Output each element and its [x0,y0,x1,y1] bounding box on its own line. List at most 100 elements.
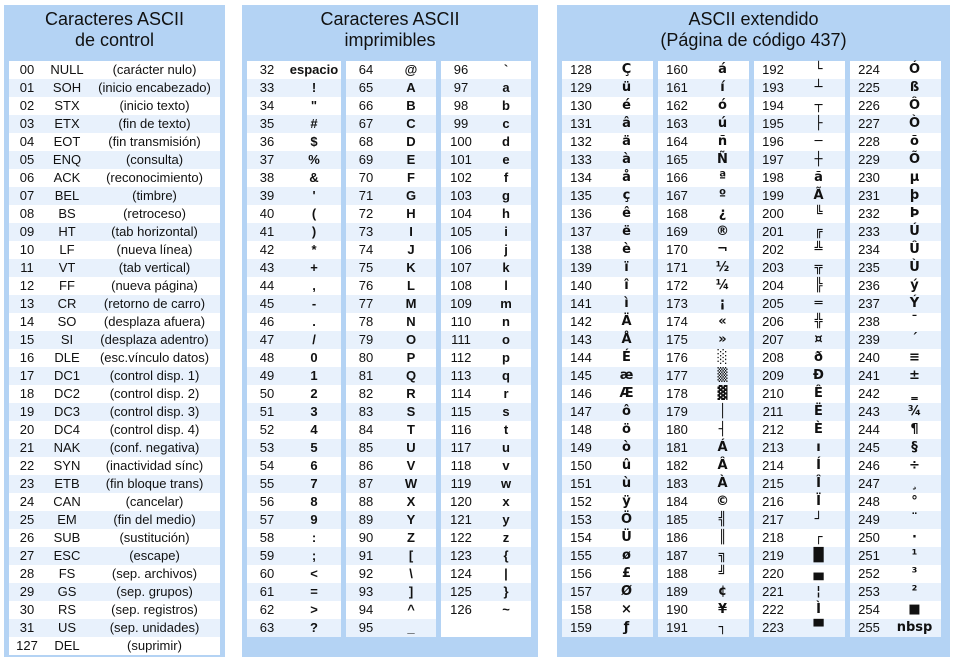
char-glyph: espacio [289,62,339,77]
char-code: 51 [259,404,275,419]
char-code: 171 [666,260,688,275]
char-glyph: B [406,98,416,113]
table-row: 54 6 [247,457,341,475]
char-glyph: Û [909,242,920,257]
char-code: 157 [570,584,592,599]
char-code: 173 [666,296,688,311]
char-code: 188 [666,566,688,581]
char-description: (fin transmisión) [108,134,201,149]
char-glyph: k [502,260,510,275]
char-glyph: Ú [909,224,920,239]
char-code: 130 [570,98,592,113]
char-code: 128 [570,62,592,77]
char-code: 91 [358,548,374,563]
char-glyph: 6 [310,458,318,473]
table-row: 33! [247,79,341,97]
char-code: 160 [666,62,688,77]
char-code: 176 [666,350,688,365]
char-code: 42 [259,242,275,257]
table-row: 198 ã [754,169,845,187]
char-code: 109 [450,296,472,311]
char-glyph: L [407,278,415,293]
char-glyph: J [407,242,415,257]
table-row: 176 ░ [658,349,749,367]
char-code: 197 [762,152,784,167]
char-code: 222 [762,602,784,617]
char-code: 65 [358,80,374,95]
char-code: 218 [762,530,784,545]
table-row: 43 + [247,259,341,277]
table-row: 131 â [562,115,653,133]
table-row: 31 US (sep. unidades) [9,619,220,637]
char-glyph: Z [407,530,415,545]
table-row: 113 q [441,367,531,385]
char-glyph: ¶ [910,422,919,437]
char-glyph: ( [311,206,317,221]
char-code: 181 [666,440,688,455]
char-code: 182 [666,458,688,473]
char-description: (tab vertical) [118,260,191,275]
table-row: 252 ³ [850,565,941,583]
char-code: 62 [259,602,275,617]
table-row: 104 h [441,205,531,223]
char-code: 34 [259,98,275,113]
char-code: 148 [570,422,592,437]
table-row: 200 ╚ [754,205,845,223]
table-row: 91 [ [346,547,436,565]
char-glyph: « [718,314,727,329]
char-glyph: j [504,242,508,257]
table-row: 62 > [247,601,341,619]
table-row: 235 Ù [850,259,941,277]
table-row: 167 º [658,187,749,205]
char-glyph: Q [405,368,417,383]
char-glyph: ▓ [717,386,728,401]
char-glyph: K [406,260,416,275]
char-glyph: Æ [619,386,634,401]
table-row: 129 ü [562,79,653,97]
char-code: 163 [666,116,688,131]
table-row: 249 ¨ [850,511,941,529]
char-code: 78 [358,314,374,329]
char-code: 72 [358,206,374,221]
char-glyph: Þ [909,206,920,221]
char-glyph: % [308,152,320,167]
char-code: 213 [762,440,784,455]
char-code: 180 [666,422,688,437]
char-glyph: é [622,98,631,113]
table-row: 196 ─ [754,133,845,151]
char-abbrev: CR [57,296,77,311]
table-row: 192 └ [754,61,845,79]
char-code: 36 [259,134,275,149]
table-row: 151 ù [562,475,653,493]
char-glyph: ã [814,170,823,185]
char-glyph: þ [909,188,920,203]
char-glyph: " [310,98,318,113]
char-glyph: ║ [718,530,727,545]
char-code: 81 [358,368,374,383]
char-glyph: 8 [310,494,318,509]
table-row: 144 É [562,349,653,367]
table-row: 105 i [441,223,531,241]
char-code: 55 [259,476,275,491]
char-description: (inicio encabezado) [98,80,211,95]
table-row: 143 Å [562,331,653,349]
char-glyph: ª [718,170,727,185]
table-row: 112 p [441,349,531,367]
char-description: (fin del medio) [113,512,196,527]
table-row: 35 # [247,115,341,133]
table-row: 11 VT (tab vertical) [9,259,220,277]
table-row: 57 9 [247,511,341,529]
char-code: 168 [666,206,688,221]
char-code: 79 [358,332,374,347]
table-row: 52 4 [247,421,341,439]
table-row: 00 NULL (carácter nulo) [9,61,220,79]
table-row: 191 ┐ [658,619,749,637]
char-abbrev: DC1 [53,368,80,383]
table-row: 234 Û [850,241,941,259]
char-code: 252 [858,566,880,581]
table-row: 09 HT (tab horizontal) [9,223,220,241]
char-glyph: i [504,224,508,239]
char-glyph: è [622,242,631,257]
table-row: 156 £ [562,565,653,583]
char-glyph: ░ [717,350,728,365]
